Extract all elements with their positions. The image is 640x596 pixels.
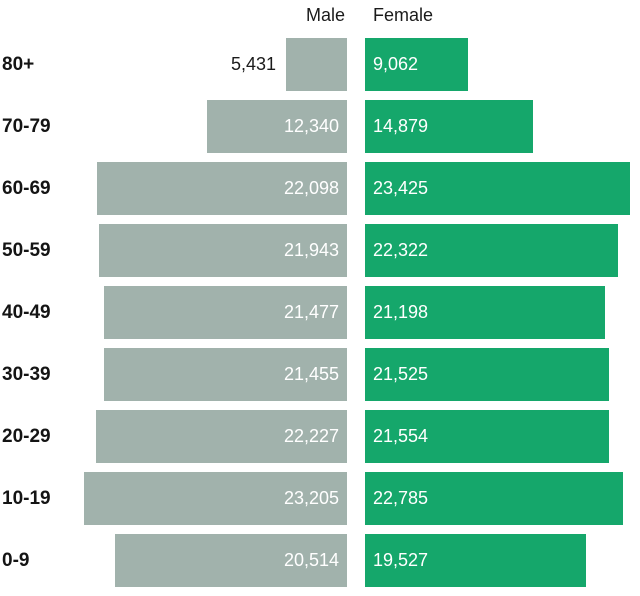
male-bar: 21,943 bbox=[99, 224, 347, 277]
male-bar: 12,340 bbox=[207, 100, 347, 153]
pyramid-row: 10-19 23,205 22,785 bbox=[0, 472, 640, 525]
pyramid-row: 80+ 5,431 9,062 bbox=[0, 38, 640, 91]
male-value-label: 21,455 bbox=[283, 364, 339, 384]
female-value-label: 14,879 bbox=[373, 116, 429, 136]
age-group-label: 40-49 bbox=[2, 302, 51, 323]
age-group-label: 0-9 bbox=[2, 550, 30, 571]
female-bar: 21,525 bbox=[365, 348, 609, 401]
female-bar: 21,198 bbox=[365, 286, 605, 339]
female-bar: 19,527 bbox=[365, 534, 586, 587]
female-column-header: Female bbox=[373, 5, 434, 25]
female-bar: 22,785 bbox=[365, 472, 623, 525]
female-bar: 14,879 bbox=[365, 100, 533, 153]
male-value-label: 22,098 bbox=[283, 178, 339, 198]
age-group-label: 10-19 bbox=[2, 488, 51, 509]
male-value-label: 23,205 bbox=[283, 488, 339, 508]
pyramid-row: 20-29 22,227 21,554 bbox=[0, 410, 640, 463]
male-value-label: 21,477 bbox=[283, 302, 339, 322]
female-bar: 23,425 bbox=[365, 162, 630, 215]
female-value-label: 21,198 bbox=[373, 302, 429, 322]
age-group-label: 60-69 bbox=[2, 178, 51, 199]
male-value-label: 22,227 bbox=[283, 426, 339, 446]
age-group-label: 50-59 bbox=[2, 240, 51, 261]
male-bar: 20,514 bbox=[115, 534, 347, 587]
pyramid-row: 30-39 21,455 21,525 bbox=[0, 348, 640, 401]
female-value-label: 19,527 bbox=[373, 550, 429, 570]
male-value-label: 5,431 bbox=[230, 54, 276, 74]
male-bar: 21,477 bbox=[104, 286, 347, 339]
pyramid-row: 40-49 21,477 21,198 bbox=[0, 286, 640, 339]
pyramid-row: 60-69 22,098 23,425 bbox=[0, 162, 640, 215]
male-value-label: 20,514 bbox=[283, 550, 339, 570]
male-value-label: 21,943 bbox=[283, 240, 339, 260]
female-bar: 21,554 bbox=[365, 410, 609, 463]
female-value-label: 21,525 bbox=[373, 364, 429, 384]
male-bar: 22,098 bbox=[97, 162, 347, 215]
pyramid-row: 50-59 21,943 22,322 bbox=[0, 224, 640, 277]
female-value-label: 23,425 bbox=[373, 178, 429, 198]
age-group-label: 30-39 bbox=[2, 364, 51, 385]
age-group-label: 80+ bbox=[2, 54, 35, 75]
male-value-label: 12,340 bbox=[283, 116, 339, 136]
male-bar bbox=[286, 38, 347, 91]
female-value-label: 21,554 bbox=[373, 426, 429, 446]
female-bar: 22,322 bbox=[365, 224, 618, 277]
pyramid-row: 0-9 20,514 19,527 bbox=[0, 534, 640, 587]
male-bar: 21,455 bbox=[104, 348, 347, 401]
female-value-label: 22,322 bbox=[373, 240, 429, 260]
female-bar: 9,062 bbox=[365, 38, 468, 91]
pyramid-row: 70-79 12,340 14,879 bbox=[0, 100, 640, 153]
age-group-label: 70-79 bbox=[2, 116, 51, 137]
female-value-label: 9,062 bbox=[373, 54, 419, 74]
male-bar: 22,227 bbox=[96, 410, 347, 463]
male-bar: 23,205 bbox=[84, 472, 347, 525]
male-column-header: Male bbox=[305, 5, 345, 25]
age-group-label: 20-29 bbox=[2, 426, 51, 447]
female-value-label: 22,785 bbox=[373, 488, 429, 508]
